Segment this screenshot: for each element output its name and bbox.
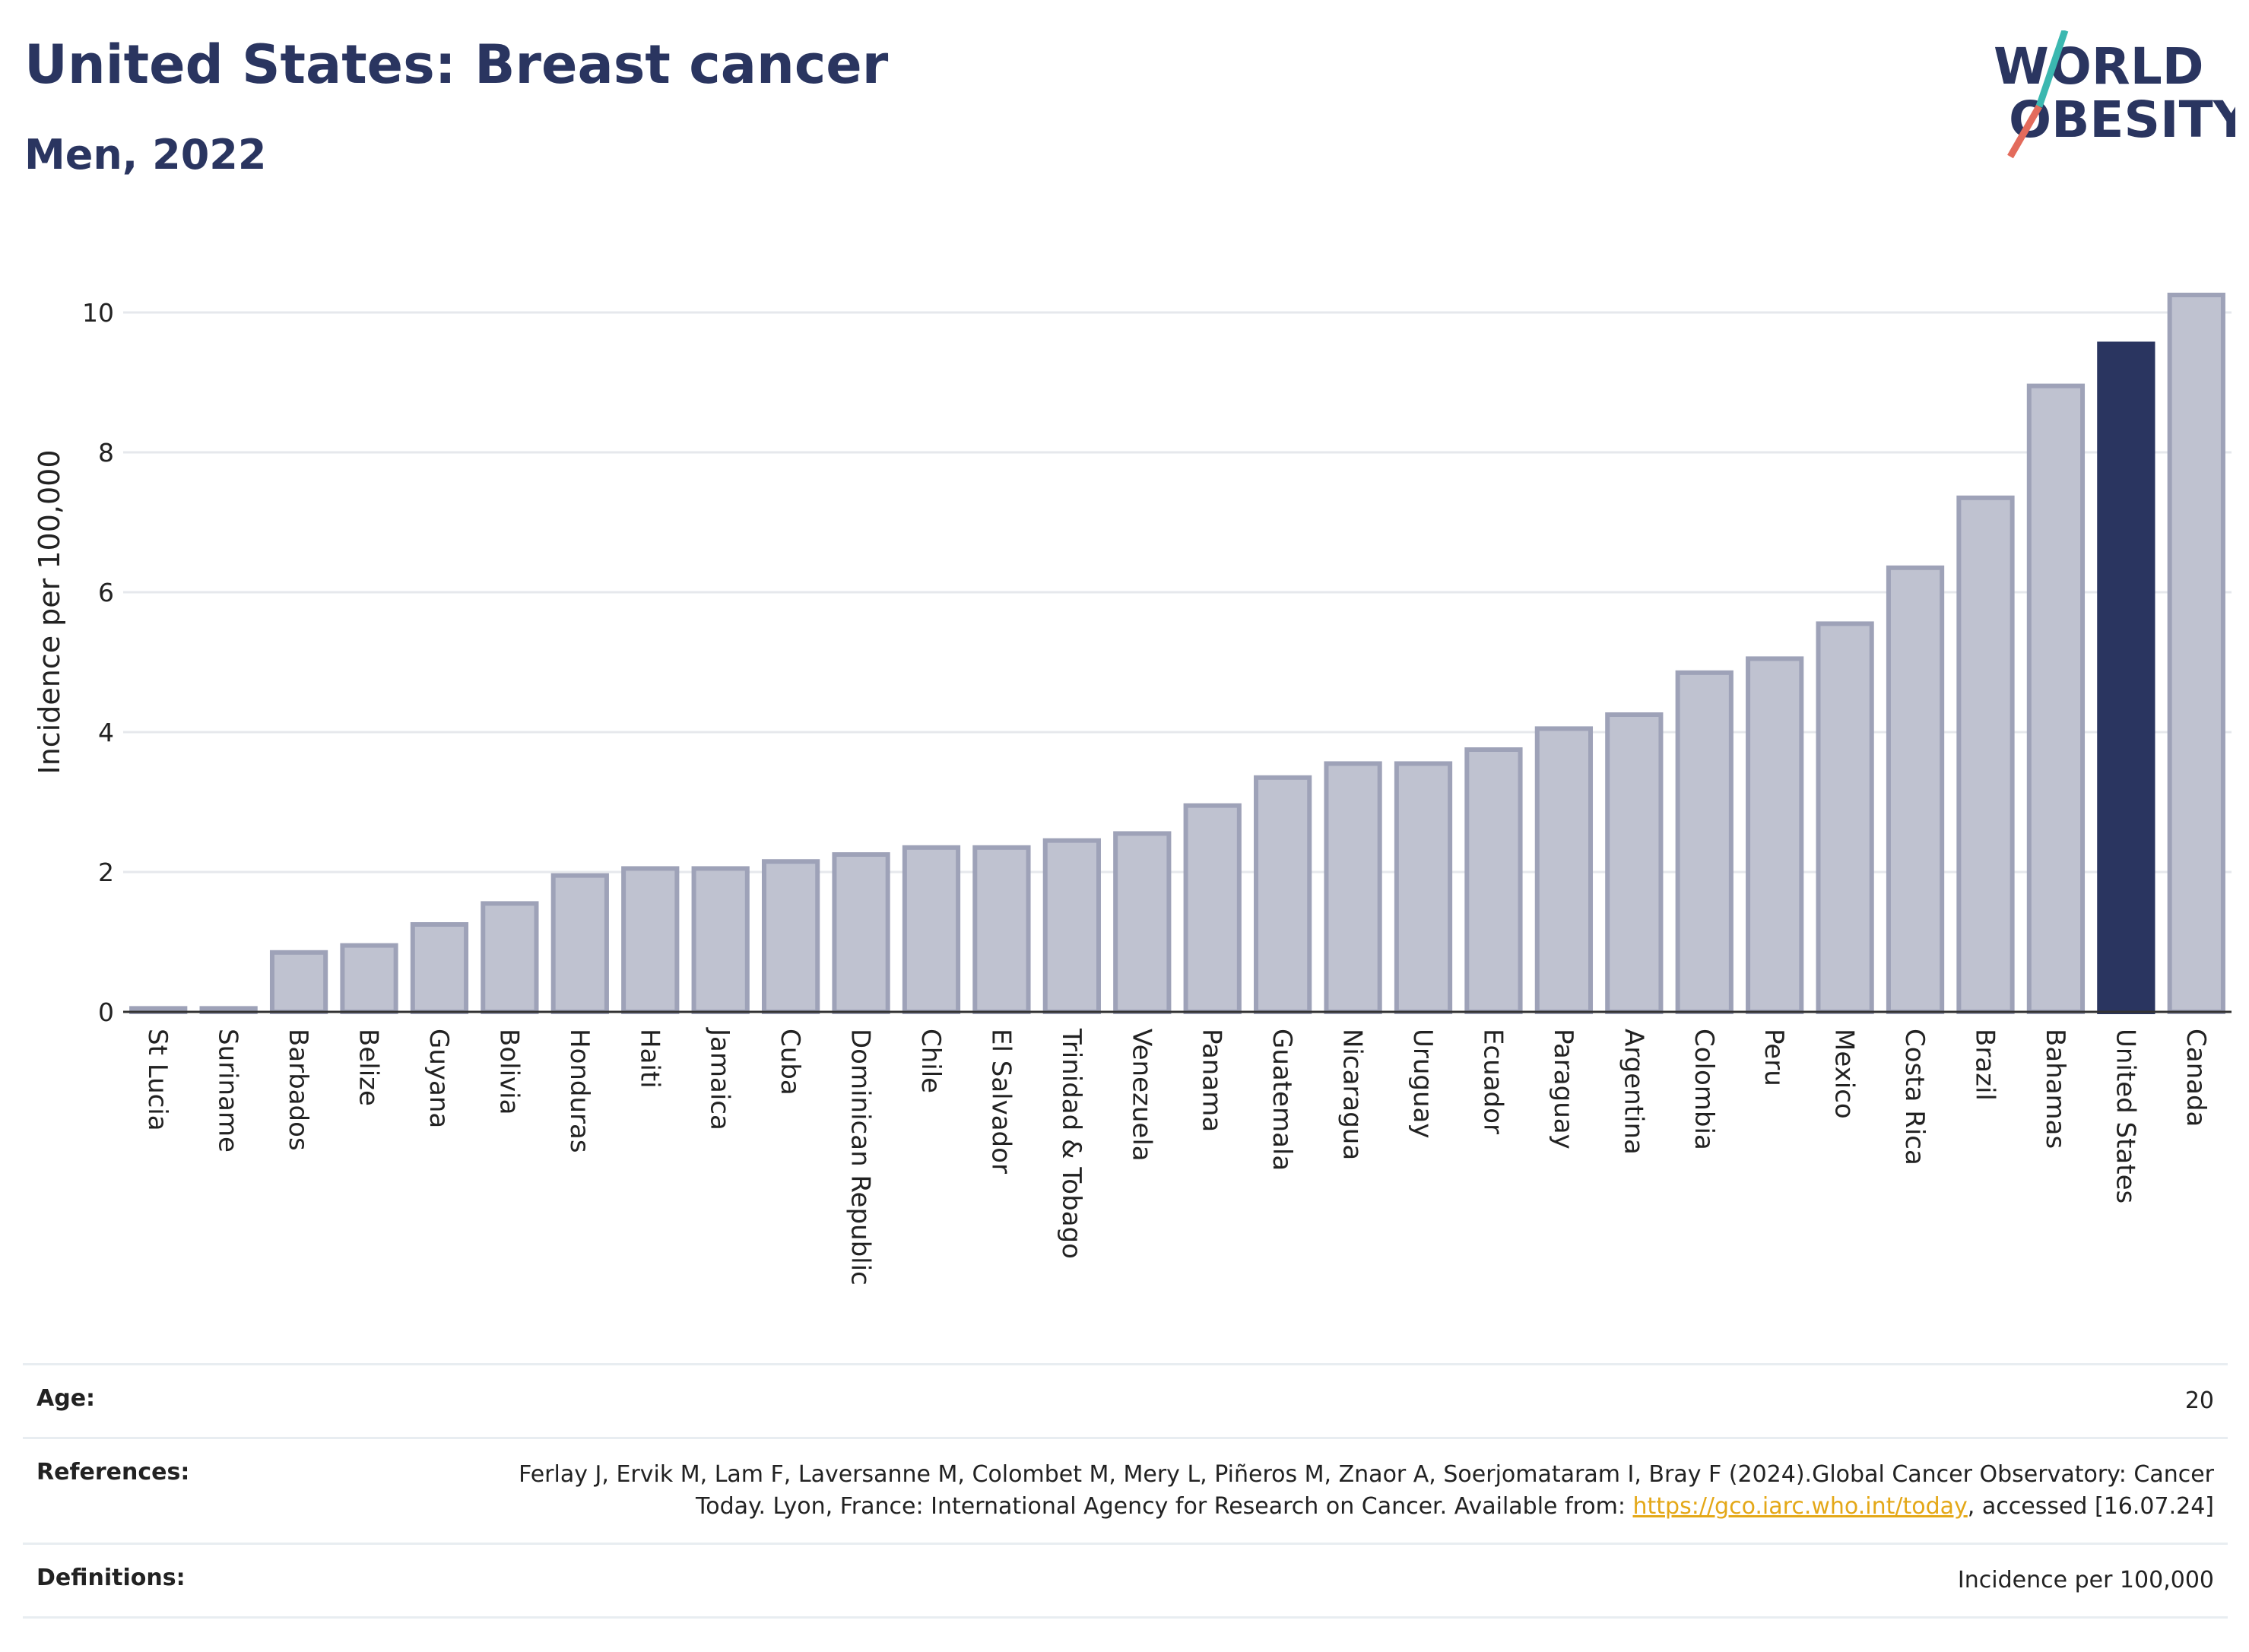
x-tick-label: Bahamas xyxy=(2040,1029,2070,1149)
x-tick-label: Peru xyxy=(1759,1029,1789,1086)
definitions-label: Definitions: xyxy=(36,1565,186,1591)
x-tick-label: United States xyxy=(2110,1029,2140,1203)
info-row-age: Age: 20 xyxy=(23,1363,2228,1437)
x-tick-label: Jamaica xyxy=(705,1027,735,1130)
x-tick-label: Ecuador xyxy=(1477,1029,1508,1134)
x-tick-label: Nicaragua xyxy=(1337,1029,1368,1160)
x-tick-label: Paraguay xyxy=(1548,1029,1578,1149)
bar-paraguay xyxy=(1534,726,1594,1015)
x-tick-label: Guyana xyxy=(423,1029,454,1128)
age-value: 20 xyxy=(2184,1387,2214,1414)
bar-chart: 0 2 4 6 8 10 St Lucia Suriname Barbados Belize Gu… xyxy=(33,293,2232,1286)
x-tick-label: El Salvador xyxy=(985,1029,1016,1174)
bar-uruguay xyxy=(1394,761,1453,1015)
bars xyxy=(129,293,2225,1015)
bar-costa-rica xyxy=(1886,565,1945,1014)
x-tick-label: Canada xyxy=(2181,1029,2211,1127)
y-tick-label: 10 xyxy=(82,298,114,328)
logo-word-2: OBESITY xyxy=(2009,90,2235,149)
references-label: References: xyxy=(36,1459,190,1486)
y-axis-title: Incidence per 100,000 xyxy=(33,449,66,774)
x-tick-label: Uruguay xyxy=(1407,1029,1438,1139)
bar-belize xyxy=(340,943,398,1014)
x-tick-label: Brazil xyxy=(1969,1029,2000,1101)
bar-dominican-republic xyxy=(832,852,890,1014)
references-text: Ferlay J, Ervik M, Lam F, Laversanne M, … xyxy=(519,1461,2214,1520)
y-tick-label: 4 xyxy=(98,718,114,747)
x-tick-label: Venezuela xyxy=(1126,1029,1156,1162)
x-tick-label: Trinidad & Tobago xyxy=(1056,1028,1086,1259)
info-table: Age: 20 References: Ferlay J, Ervik M, L… xyxy=(23,1363,2228,1619)
x-tick-label: Mexico xyxy=(1829,1029,1860,1119)
y-tick-label: 8 xyxy=(98,438,114,468)
x-tick-label: Argentina xyxy=(1618,1029,1648,1155)
y-tick-labels: 0 2 4 6 8 10 xyxy=(82,298,114,1027)
references-value: Ferlay J, Ervik M, Lam F, Laversanne M, … xyxy=(465,1459,2214,1523)
x-tick-label: Guatemala xyxy=(1267,1029,1297,1171)
definitions-value: Incidence per 100,000 xyxy=(1957,1567,2214,1593)
x-tick-label: Cuba xyxy=(775,1029,805,1096)
bar-jamaica xyxy=(691,866,750,1015)
bar-canada xyxy=(2167,293,2225,1014)
world-obesity-logo: WORLD OBESITY xyxy=(1994,30,2235,159)
logo-slash-teal xyxy=(2035,30,2069,108)
bar-argentina xyxy=(1605,712,1664,1014)
x-tick-label: Honduras xyxy=(564,1029,595,1153)
logo-word-1: WORLD xyxy=(1994,37,2204,96)
bar-ecuador xyxy=(1464,747,1523,1014)
y-tick-label: 6 xyxy=(98,578,114,607)
x-tick-label: Bolivia xyxy=(493,1029,524,1115)
bar-el-salvador xyxy=(972,845,1031,1014)
bar-trinidad-tobago xyxy=(1042,838,1101,1014)
bar-guatemala xyxy=(1254,775,1312,1014)
x-tick-label: Costa Rica xyxy=(1899,1029,1930,1165)
y-tick-label: 0 xyxy=(98,997,114,1027)
bar-colombia xyxy=(1675,670,1734,1014)
y-tick-label: 2 xyxy=(98,858,114,887)
x-tick-label: Haiti xyxy=(634,1029,665,1089)
x-tick-label: Panama xyxy=(1197,1029,1227,1132)
x-tick-label: Belize xyxy=(354,1029,384,1106)
bar-mexico xyxy=(1816,621,1874,1015)
bar-united-states xyxy=(2097,341,2155,1014)
bar-barbados xyxy=(269,950,328,1014)
info-row-definitions: Definitions: Incidence per 100,000 xyxy=(23,1543,2228,1619)
x-tick-label: Chile xyxy=(915,1029,946,1093)
bar-cuba xyxy=(761,859,820,1015)
info-row-references: References: Ferlay J, Ervik M, Lam F, La… xyxy=(23,1437,2228,1543)
bar-peru xyxy=(1746,656,1804,1015)
x-tick-label: Suriname xyxy=(213,1029,243,1153)
age-label: Age: xyxy=(36,1385,96,1412)
bar-chile xyxy=(902,845,961,1014)
chart-title: United States: Breast cancer xyxy=(24,33,889,96)
gridlines xyxy=(123,311,2232,874)
x-tick-label: Dominican Republic xyxy=(845,1029,876,1286)
bar-bolivia xyxy=(481,901,539,1015)
bar-brazil xyxy=(1956,495,2015,1014)
references-link[interactable]: https://gco.iarc.who.int/today xyxy=(1632,1493,1968,1520)
x-tick-label: St Lucia xyxy=(142,1029,173,1131)
bar-bahamas xyxy=(2026,383,2086,1015)
x-tick-label: Colombia xyxy=(1689,1029,1719,1150)
bar-guyana xyxy=(410,922,469,1014)
bar-panama xyxy=(1183,803,1242,1014)
logo-slash-coral xyxy=(2007,104,2042,159)
x-tick-labels: St Lucia Suriname Barbados Belize Guyana Boli… xyxy=(142,1027,2211,1286)
bar-honduras xyxy=(550,873,609,1014)
bar-nicaragua xyxy=(1324,761,1382,1015)
chart-subtitle: Men, 2022 xyxy=(24,131,267,179)
references-accessed: , accessed [16.07.24] xyxy=(1967,1493,2214,1520)
bar-haiti xyxy=(621,866,680,1015)
x-tick-label: Barbados xyxy=(283,1029,313,1151)
bar-venezuela xyxy=(1113,831,1172,1015)
